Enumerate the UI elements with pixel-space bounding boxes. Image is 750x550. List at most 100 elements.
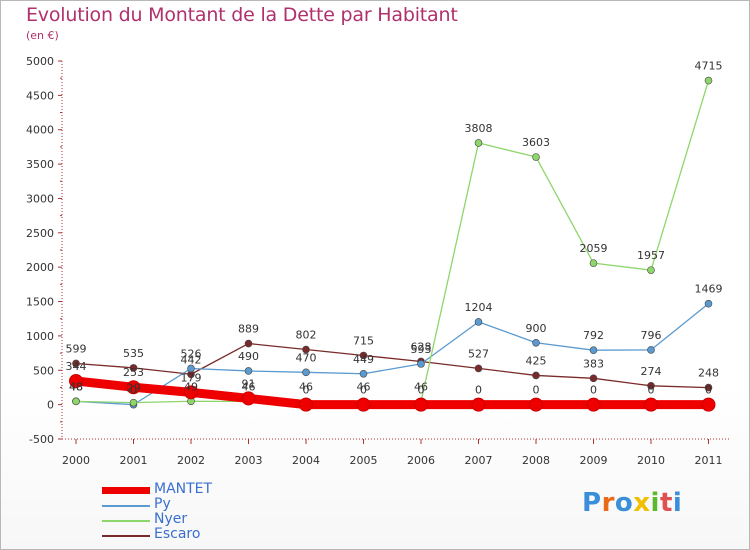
data-label-py: 1469 — [695, 283, 723, 296]
data-point-py — [417, 360, 425, 368]
data-point-nyer — [589, 259, 598, 267]
data-label-mantet: 0 — [475, 384, 482, 397]
legend-label: Nyer — [154, 511, 188, 527]
data-label-escaro: 628 — [411, 340, 432, 353]
data-point-nyer — [129, 398, 138, 407]
data-point-py — [704, 299, 713, 308]
data-point-escaro — [359, 351, 368, 360]
x-tick-label: 2005 — [350, 454, 378, 467]
data-label-py: 900 — [526, 322, 547, 335]
x-tick-label: 2009 — [580, 454, 608, 467]
data-label-py: 526 — [181, 347, 202, 360]
data-point-py — [359, 369, 368, 378]
y-tick-label: 1000 — [26, 330, 54, 343]
data-label-py: 1204 — [465, 301, 493, 314]
data-label-escaro: 889 — [238, 323, 259, 336]
legend-swatch — [102, 487, 150, 494]
data-label-nyer: 46 — [242, 380, 256, 393]
x-tick-label: 2006 — [407, 454, 435, 467]
data-point-mantet — [299, 397, 313, 412]
y-tick-label: -500 — [29, 433, 54, 446]
data-point-escaro — [244, 339, 253, 348]
data-label-nyer: 46 — [414, 380, 428, 393]
x-tick-label: 2008 — [522, 454, 550, 467]
data-point-py — [589, 346, 598, 355]
data-point-mantet — [701, 397, 716, 412]
data-label-escaro: 248 — [698, 367, 719, 380]
data-point-py — [187, 364, 195, 373]
legend-label: Py — [154, 496, 171, 512]
logo-letter: P — [582, 488, 602, 518]
data-label-escaro: 535 — [123, 347, 144, 360]
data-label-py: 0 — [130, 384, 137, 397]
series-line-nyer — [75, 79, 710, 404]
data-point-nyer — [532, 153, 540, 161]
data-point-nyer — [647, 266, 655, 274]
series-line-py — [75, 303, 710, 406]
data-label-nyer: 2059 — [580, 242, 608, 255]
data-point-py — [532, 338, 540, 347]
data-label-nyer: 1957 — [637, 249, 665, 262]
data-label-escaro: 715 — [353, 334, 374, 347]
x-tick-label: 2000 — [62, 454, 90, 467]
data-label-mantet: 0 — [648, 384, 655, 397]
data-label-mantet: 0 — [590, 384, 597, 397]
data-label-mantet: 0 — [533, 384, 540, 397]
data-point-mantet — [644, 397, 658, 412]
data-point-py — [244, 367, 253, 375]
x-tick-label: 2002 — [177, 454, 205, 467]
data-label-escaro: 527 — [468, 347, 489, 360]
y-tick-label: 4500 — [26, 89, 54, 102]
y-tick-label: 0 — [47, 399, 54, 412]
data-label-nyer: 49 — [184, 380, 198, 393]
data-point-py — [302, 368, 310, 377]
chart-unit: (en €) — [26, 29, 59, 42]
data-label-nyer: 29 — [127, 382, 141, 395]
data-point-nyer — [704, 76, 713, 85]
data-label-py: 796 — [641, 329, 662, 342]
data-label-escaro: 802 — [296, 329, 317, 342]
data-point-mantet — [529, 397, 543, 412]
data-label-escaro: 274 — [641, 365, 662, 378]
data-label-mantet: 91 — [242, 377, 256, 390]
chart-title: Evolution du Montant de la Dette par Hab… — [26, 4, 458, 26]
logo-letter: t — [659, 488, 673, 518]
y-tick-label: 2500 — [26, 227, 54, 240]
data-point-mantet — [414, 397, 428, 412]
y-tick-label: 1500 — [26, 296, 54, 309]
y-tick-label: 3500 — [26, 158, 54, 171]
data-label-py: 470 — [296, 351, 317, 364]
data-point-escaro — [589, 374, 598, 383]
data-point-py — [647, 346, 655, 354]
y-tick-label: 4000 — [26, 124, 54, 137]
data-point-mantet — [126, 380, 141, 395]
data-label-nyer: 46 — [299, 380, 313, 393]
data-point-mantet — [184, 385, 198, 400]
data-point-mantet — [471, 397, 486, 412]
data-label-nyer: 4715 — [695, 60, 723, 73]
data-label-escaro: 383 — [583, 357, 604, 370]
legend-swatch — [102, 535, 150, 537]
proxiti-logo: Proxiti — [582, 488, 682, 518]
data-point-py — [474, 318, 483, 326]
logo-letter: i — [672, 488, 683, 518]
data-label-mantet: 179 — [181, 371, 202, 384]
y-tick-label: 3000 — [26, 192, 54, 205]
data-label-mantet: 0 — [360, 384, 367, 397]
data-label-escaro: 442 — [181, 353, 202, 366]
data-point-escaro — [474, 364, 483, 373]
x-tick-label: 2010 — [637, 454, 665, 467]
data-point-escaro — [704, 383, 713, 392]
data-point-escaro — [72, 359, 80, 368]
series-line-mantet — [71, 376, 713, 410]
data-label-py: 449 — [353, 353, 374, 366]
data-label-py: 593 — [411, 343, 432, 356]
logo-letter: o — [614, 488, 634, 518]
data-label-mantet: 0 — [418, 384, 425, 397]
x-tick-label: 2011 — [695, 454, 723, 467]
legend-swatch — [102, 505, 150, 507]
data-point-mantet — [69, 373, 83, 388]
series-line-escaro — [75, 342, 710, 389]
